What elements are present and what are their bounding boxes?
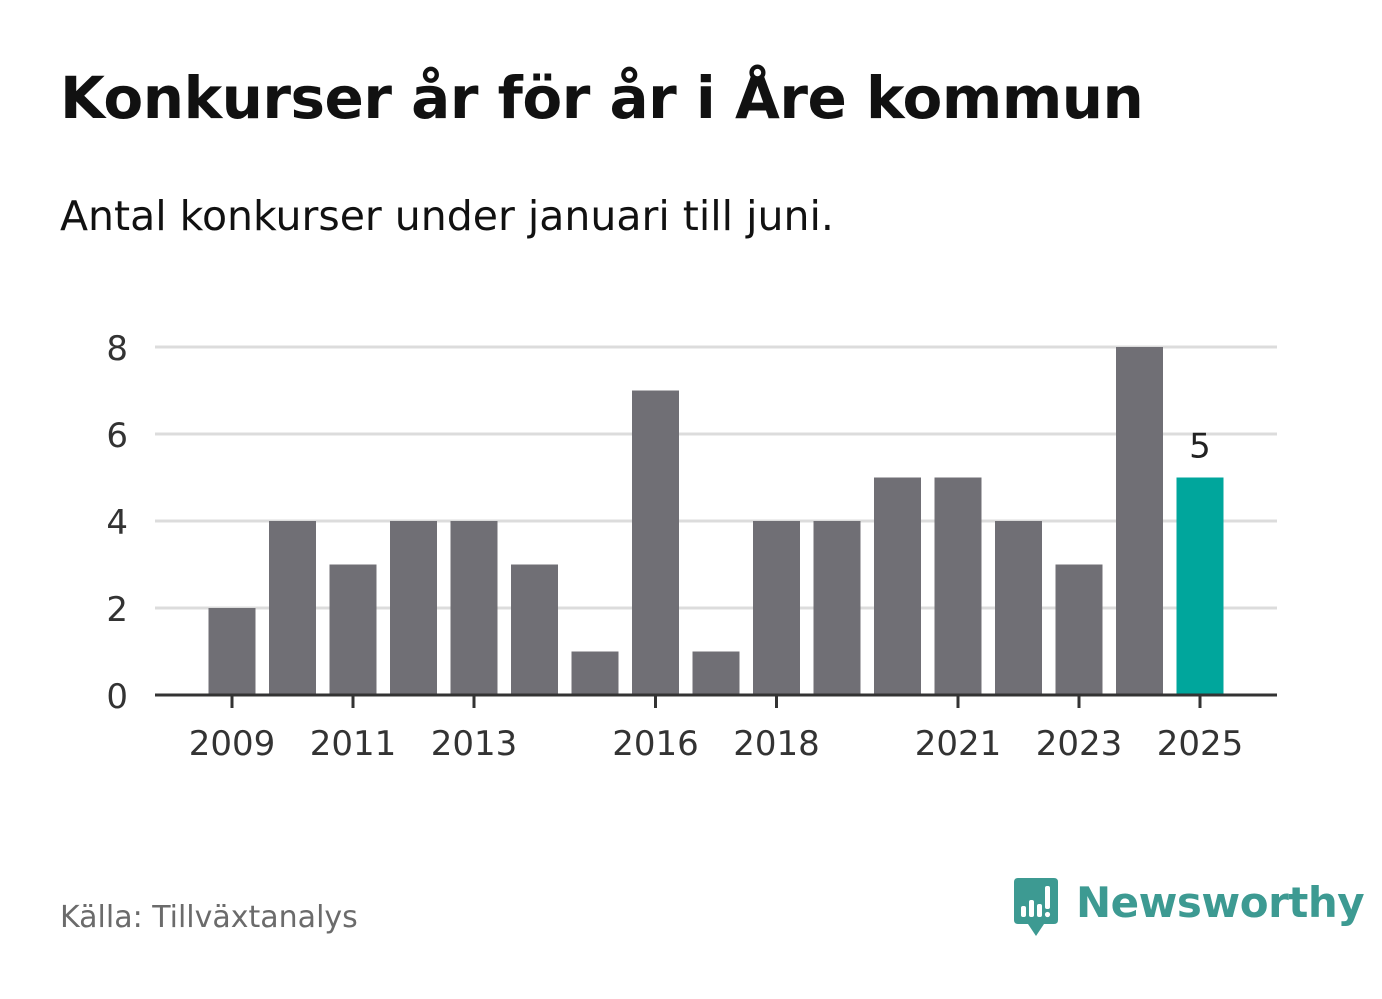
bar-2015 bbox=[571, 651, 619, 695]
bar-2021 bbox=[934, 477, 982, 695]
x-tick-label: 2009 bbox=[189, 724, 276, 764]
bar-2011 bbox=[329, 564, 377, 695]
x-tick-label: 2016 bbox=[612, 724, 699, 764]
x-tick-label: 2011 bbox=[310, 724, 397, 764]
x-tick-label: 2013 bbox=[431, 724, 518, 764]
source-note: Källa: Tillväxtanalys bbox=[60, 900, 358, 935]
brand-logo: Newsworthy bbox=[1010, 876, 1365, 942]
bar-2012 bbox=[390, 521, 437, 695]
chart-title: Konkurser år för år i Åre kommun bbox=[60, 64, 1144, 132]
y-tick-label: 4 bbox=[106, 503, 128, 543]
x-tick-label: 2018 bbox=[733, 724, 820, 764]
bar-2016 bbox=[632, 390, 679, 695]
x-tick-label: 2023 bbox=[1036, 724, 1123, 764]
bar-2014 bbox=[511, 564, 558, 695]
y-tick-label: 0 bbox=[106, 677, 128, 717]
bar-2010 bbox=[269, 521, 316, 695]
bar-2022 bbox=[995, 521, 1042, 695]
y-tick-label: 6 bbox=[106, 416, 128, 456]
bar-2017 bbox=[692, 651, 740, 695]
chart-subtitle: Antal konkurser under januari till juni. bbox=[60, 192, 834, 240]
bar-2009 bbox=[208, 608, 256, 695]
bar-2024 bbox=[1116, 347, 1163, 695]
x-tick-label: 2025 bbox=[1157, 724, 1244, 764]
x-tick-label: 2021 bbox=[915, 724, 1002, 764]
y-tick-label: 2 bbox=[106, 590, 128, 630]
bar-2023 bbox=[1055, 564, 1103, 695]
data-label-2025: 5 bbox=[1189, 427, 1211, 467]
bar-2025 bbox=[1176, 477, 1224, 695]
bar-chart-speech-bubble-icon bbox=[1014, 878, 1058, 936]
bar-2020 bbox=[874, 477, 921, 695]
y-tick-label: 8 bbox=[106, 329, 128, 369]
bar-chart: 0 2 4 6 8 5 2009 2011 2013 2016 2018 2021 2023 2025 bbox=[106, 329, 1277, 764]
bar-2013 bbox=[450, 521, 498, 695]
brand-name: Newsworthy bbox=[1076, 878, 1365, 927]
bar-2018 bbox=[753, 521, 800, 695]
bar-2019 bbox=[813, 521, 861, 695]
